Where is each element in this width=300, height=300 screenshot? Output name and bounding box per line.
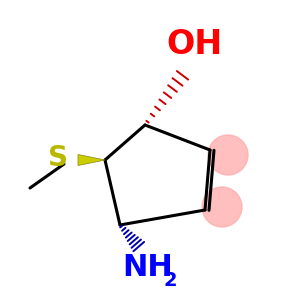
Text: S: S [48,144,68,172]
Circle shape [208,135,248,175]
Circle shape [202,187,242,227]
Text: NH: NH [123,254,173,283]
Text: OH: OH [167,28,223,61]
Text: 2: 2 [163,271,177,290]
Polygon shape [78,154,105,166]
